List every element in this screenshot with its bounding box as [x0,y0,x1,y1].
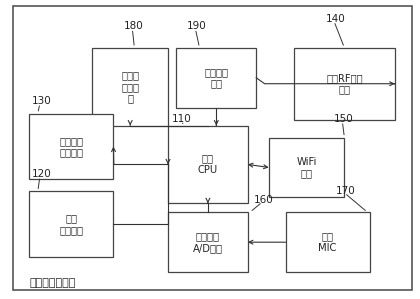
Text: 主机红外
发射电路: 主机红外 发射电路 [59,136,84,157]
Bar [168,126,248,203]
Text: WiFi
模块: WiFi 模块 [297,157,317,178]
Bar [176,48,256,108]
Bar [29,191,113,257]
Bar [168,212,248,272]
Text: 主机状
态指示
灯: 主机状 态指示 灯 [121,70,139,103]
Text: 140: 140 [326,14,345,24]
Bar [269,138,344,197]
Text: 主机音频
A/D转换: 主机音频 A/D转换 [193,231,223,253]
Text: 主机RF收发
模块: 主机RF收发 模块 [326,73,363,94]
Text: 170: 170 [336,186,356,196]
Text: 主机控制
按键: 主机控制 按键 [204,67,228,89]
Bar [294,48,395,120]
Text: 110: 110 [172,114,192,124]
Text: 160: 160 [254,195,274,205]
Text: 130: 130 [32,96,51,106]
Bar [29,114,113,179]
Text: 主机
MIC: 主机 MIC [318,231,337,253]
Bar [286,212,370,272]
Text: 190: 190 [187,22,207,31]
Text: 红外
接收电路: 红外 接收电路 [59,213,84,235]
Text: 150: 150 [334,114,354,124]
Text: 语音控制器主机: 语音控制器主机 [29,277,76,288]
Text: 主控
CPU: 主控 CPU [198,154,218,175]
Text: 180: 180 [124,22,144,31]
Text: 120: 120 [32,170,51,179]
Bar [92,48,168,126]
